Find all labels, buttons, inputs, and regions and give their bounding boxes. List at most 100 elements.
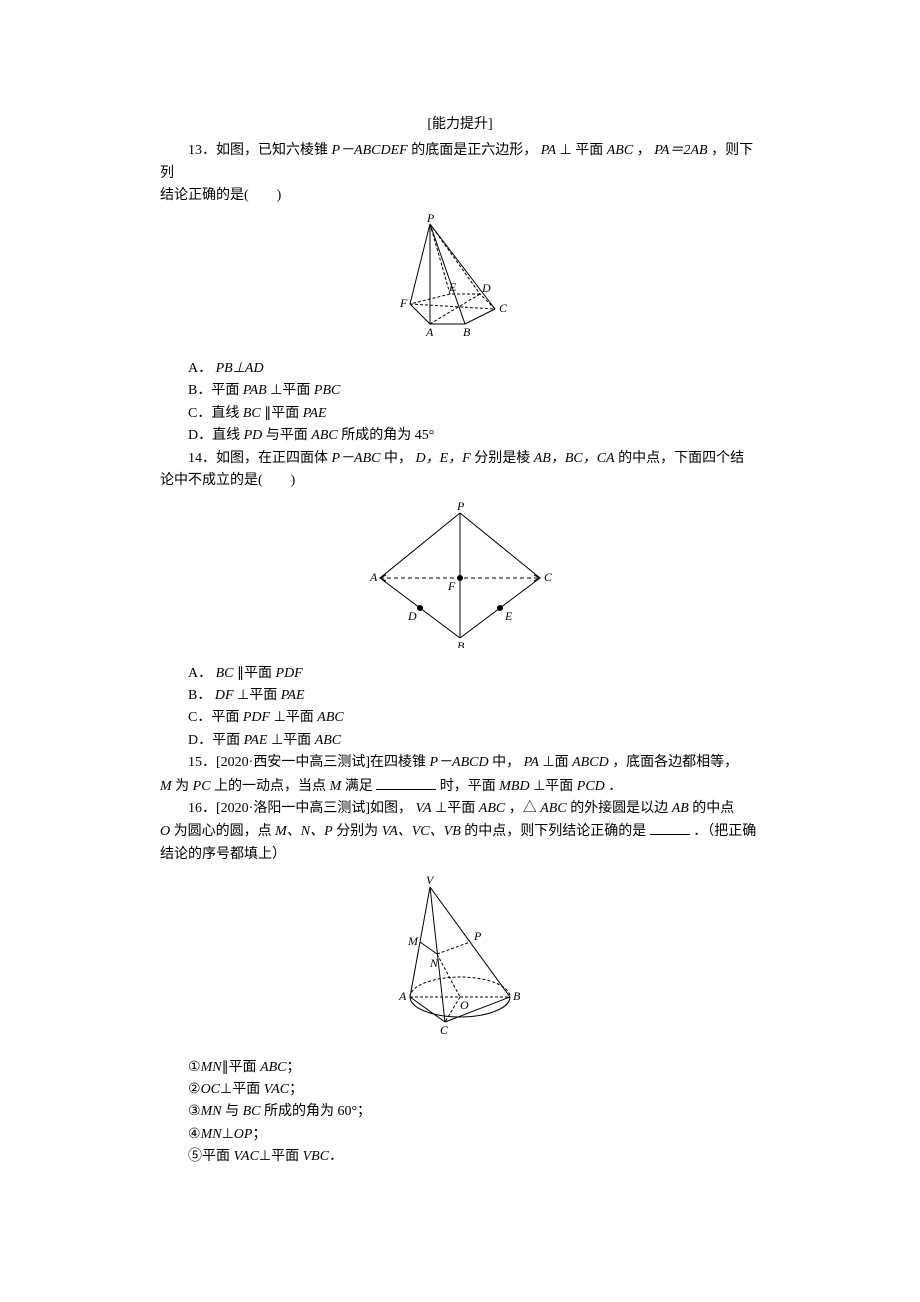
q16-stem-f: 为圆心的圆，点 [174,824,276,839]
q13-optC-pre: C．直线 [188,406,243,421]
q13-optC-mid: BC [243,406,261,421]
q13-optB-mid: PAB [243,383,267,398]
q14-optC-txt2: ⊥平面 [274,710,318,725]
q16-sym-abc: ABC [479,801,505,816]
q15-stem-j: ． [608,779,622,794]
q14-stem-line1: 14．如图，在正四面体 P－ABC 中， D，E，F 分别是棱 AB，BC，CA… [160,448,760,470]
q13-stem-line1: 13．如图，已知六棱锥 P－ABCDEF 的底面是正六边形， PA ⊥ 平面 A… [160,140,760,185]
q14-optD-pre: D．平面 [188,733,244,748]
q15-stem-h: 时，平面 [440,779,500,794]
q16-stem-line2: O 为圆心的圆，点 M、N、P 分别为 VA、VC、VB 的中点，则下列结论正确… [160,820,760,843]
q13-optA: A． PB⊥AD [160,358,760,380]
q13-fig-P: P [426,214,435,225]
q16-c4: ④MN⊥OP； [160,1124,760,1146]
q16-stem-b: ⊥平面 [435,801,479,816]
q16-fig-N: N [429,956,439,970]
q16-c2-end: VAC [264,1082,289,1097]
q13-optC-txt2: ∥平面 [264,406,303,421]
q14-fig-C: C [544,570,553,584]
q13-fig-D: D [481,281,491,295]
q16-c4-txt2: ⊥ [222,1127,234,1142]
q16-c2-txt2: ⊥平面 [220,1082,264,1097]
q16-c5-txt2: ⊥平面 [259,1149,303,1164]
q16-sym-va: VA [416,801,432,816]
q15-stem-f: 上的一动点，当点 [214,779,330,794]
q13-optD-txt2: 与平面 [266,428,312,443]
q14-optB-pre: B． [188,688,211,703]
q13-optA-txt: PB⊥AD [216,361,264,376]
q16-sym-mnp: M、N、P [275,824,333,839]
q15-stem-i: ⊥平面 [533,779,577,794]
q13-stem-b: 的底面是正六边形， [411,143,537,158]
q16-c1-semi: ； [287,1060,301,1075]
q16-stem-i: ．（把正确 [693,824,756,839]
q14-fig-E: E [504,609,513,623]
q16-fig-B: B [513,989,521,1003]
q16-c2-semi: ； [289,1082,303,1097]
q14-stem-b: 中， [384,451,412,466]
q15-stem-d: ，底面各边都相等， [612,755,738,770]
q16-stem-g: 分别为 [336,824,382,839]
section-header: [能力提升] [160,114,760,136]
q15-sym-pc: PC [193,779,211,794]
q16-c5: ⑤平面 VAC⊥平面 VBC． [160,1146,760,1168]
q16-c4-pre: ④ [188,1127,201,1142]
q14-stem-line2: 论中不成立的是( ) [160,470,760,492]
q14-optD-txt2: ⊥平面 [271,733,315,748]
q14-optB: B． DF ⊥平面 PAE [160,685,760,707]
q14-optB-mid: DF [215,688,234,703]
q16-sym-ab: AB [672,801,689,816]
q14-optA: A． BC ∥平面 PDF [160,663,760,685]
q16-sym-o: O [160,824,170,839]
q16-c1: ①MN∥平面 ABC； [160,1057,760,1079]
q13-optD-mid: PD [244,428,263,443]
q14-sym-def: D，E，F [416,451,471,466]
q13-stem-a: 13．如图，已知六棱锥 [188,143,328,158]
q16-fig-O: O [460,998,469,1012]
q16-sym-abc2: ABC [540,801,566,816]
q14-fig-P: P [456,499,465,513]
q16-stem-line1: 16．[2020·洛阳一中高三测试]如图， VA ⊥平面 ABC ，△ ABC … [160,798,760,820]
q16-fig-M: M [407,934,419,948]
q15-blank [376,775,436,790]
q13-optA-pre: A． [188,361,212,376]
q16-c3-end: 所成的角为 60°； [260,1104,371,1119]
q14-fig-A: A [369,570,378,584]
q16-c2-pre: ② [188,1082,201,1097]
q14-optA-pre: A． [188,666,212,681]
q14-optB-txt2: ⊥平面 [237,688,281,703]
q16-c3-mid2: BC [243,1104,261,1119]
q14-optC-pre: C．平面 [188,710,243,725]
q16-stem-a: 16．[2020·洛阳一中高三测试]如图， [188,801,412,816]
q14-optC-mid: PDF [243,710,270,725]
q14-optD: D．平面 PAE ⊥平面 ABC [160,730,760,752]
q14-optC-end: ABC [317,710,343,725]
q16-c1-mid: MN [201,1060,222,1075]
q13-optB-end: PBC [314,383,340,398]
q13-sym-pa: PA [541,143,556,158]
q16-c1-end: ABC [260,1060,286,1075]
q16-c5-mid: VAC [234,1149,259,1164]
q14-optA-end: PDF [276,666,303,681]
q16-stem-d: 的外接圆是以边 [570,801,672,816]
q13-figure: P F A B C D E [160,214,760,352]
q13-stem-c: 平面 [575,143,603,158]
q15-sym-m2: M [330,779,342,794]
q15-sym-abcd: ABCD [572,755,609,770]
q16-c2-mid: OC [201,1082,220,1097]
q16-c4-mid: MN [201,1127,222,1142]
q16-stem-h: 的中点，则下列结论正确的是 [464,824,646,839]
q15-stem-e: 为 [175,779,193,794]
q14-optD-mid: PAE [244,733,268,748]
q16-fig-A: A [398,989,407,1003]
q13-fig-E: E [448,280,457,294]
q16-c3-mid: MN [201,1104,222,1119]
q15-sym-pa: PA [524,755,539,770]
q13-optC-end: PAE [303,406,327,421]
q13-stem-d: ， [637,143,651,158]
q16-c1-pre: ① [188,1060,201,1075]
q16-figure: V M N P A B O C [160,872,760,1050]
q15-stem-b: 中， [492,755,520,770]
q15-sym-pcd: PCD [577,779,605,794]
q14-stem-c: 分别是棱 [474,451,534,466]
